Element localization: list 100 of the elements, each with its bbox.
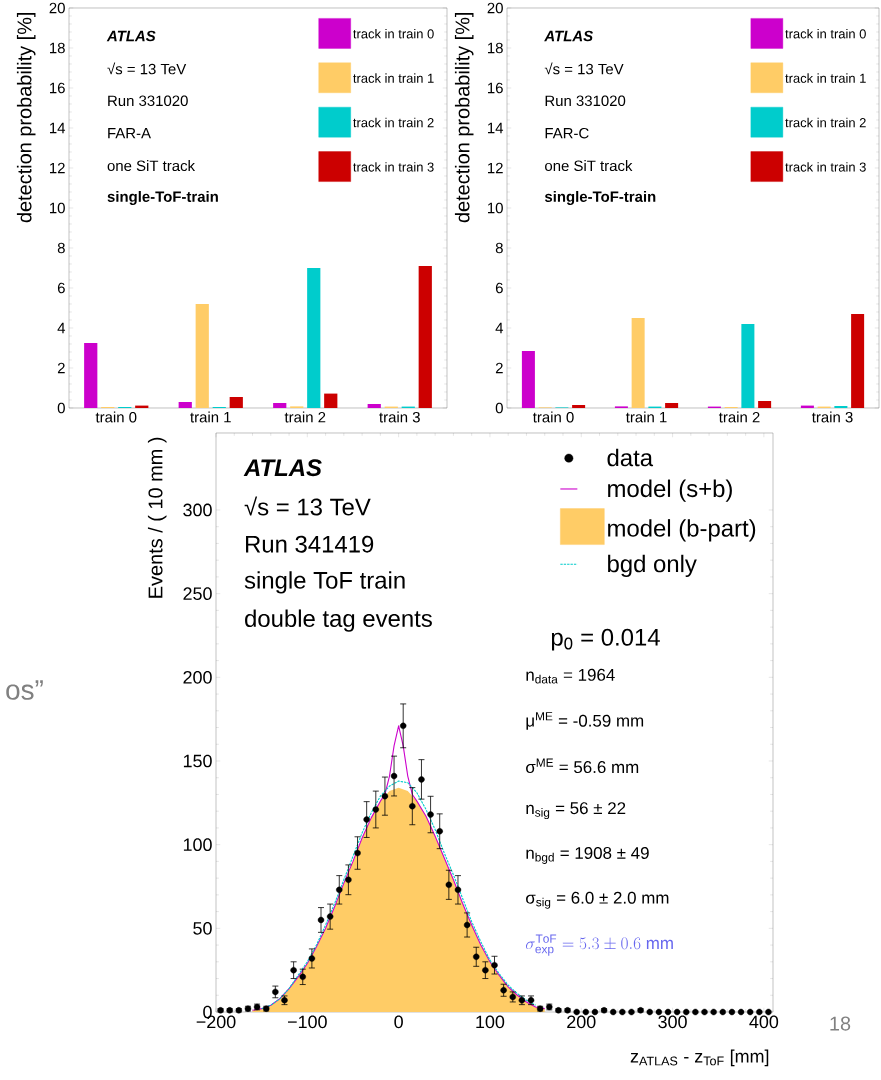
annotation: FAR-C	[545, 127, 589, 139]
x-tick-label: train 1	[625, 411, 667, 423]
legend-label: track in train 2	[785, 117, 866, 128]
y-tick-label: 250	[183, 587, 212, 600]
y-tick-label: 14	[50, 122, 66, 134]
y-tick-label: 18	[50, 42, 65, 54]
y-tick-label: 6	[495, 282, 503, 294]
annotation: n$_{data}$ = 1964	[526, 668, 615, 684]
y-axis-title: detection probability [%]	[16, 12, 36, 223]
bar	[84, 342, 98, 408]
annotation: single-ToF-train	[107, 190, 218, 205]
annotation: ATLAS	[106, 30, 156, 42]
y-tick-label: 10	[50, 202, 65, 214]
x-tick-label: train 1	[190, 411, 231, 423]
bar	[229, 396, 243, 408]
bar	[758, 400, 772, 408]
y-tick-label: 2	[57, 362, 65, 374]
annotation: √s = 13 TeV	[544, 62, 624, 75]
x-tick-label: 0	[394, 1015, 403, 1029]
y-tick-label: 20	[487, 2, 503, 14]
bar	[851, 313, 865, 408]
text: os”	[6, 680, 43, 700]
annotation: n$_{bgd}$ = 1908 ± 49	[526, 846, 649, 864]
legend-label: data	[607, 448, 654, 467]
bar	[307, 267, 321, 408]
bar	[572, 404, 586, 408]
y-tick-label: 10	[488, 202, 503, 214]
bar	[418, 265, 432, 408]
annotation: ATLAS	[544, 30, 593, 42]
y-tick-label: 20	[49, 2, 65, 14]
legend-label: track in train 0	[785, 28, 866, 39]
y-axis-title: detection probability [%]	[454, 12, 474, 223]
annotation: √s = 13 TeV	[107, 62, 187, 75]
y-tick-label: 150	[183, 754, 212, 768]
annotation: p$_{0}$ = 0.014	[551, 628, 660, 651]
annotation: Run 341419	[246, 535, 374, 553]
annotation: one SiT track	[545, 160, 633, 172]
x-tick-label: −100	[288, 1015, 327, 1029]
annotation: single-ToF-train	[544, 190, 656, 205]
bar	[665, 402, 679, 408]
bar	[178, 401, 192, 408]
y-axis-title: Events / ( 10 mm )	[147, 437, 167, 598]
annotation: one SiT track	[107, 160, 196, 172]
annotation: Run 331020	[545, 95, 626, 107]
annotation: Run 331020	[108, 95, 188, 107]
legend-label: track in train 1	[353, 73, 434, 83]
y-tick-label: 12	[50, 162, 65, 174]
bar	[273, 402, 287, 408]
y-tick-label: 300	[183, 503, 212, 517]
legend-label: track in train 3	[785, 162, 866, 172]
x-tick-label: 400	[749, 1015, 779, 1029]
annotation: FAR-A	[108, 128, 151, 139]
annotation: √s = 13 TeV	[244, 496, 371, 516]
y-tick-label: 100	[183, 838, 212, 851]
x-tick-label: train 0	[532, 411, 574, 423]
y-tick-label: 0	[57, 402, 65, 414]
annotation: σ$^{ME}$ = 56.6 mm	[526, 758, 639, 774]
bar	[834, 405, 848, 408]
annotation: $\sigma^{\mathrm{ToF}}_{\mathrm{exp}} = 5.3 \pm 0.6\ \mathrm{mm}$	[525, 934, 673, 956]
y-tick-label: 6	[57, 282, 65, 294]
bar	[521, 350, 535, 408]
legend-label: track in train 0	[353, 28, 434, 39]
annotation: single ToF train	[244, 571, 405, 594]
annotation: n$_{sig}$ = 56 ± 22	[526, 802, 626, 820]
y-tick-label: 200	[183, 670, 212, 684]
annotation: double tag events	[245, 609, 432, 632]
y-tick-label: 14	[488, 122, 504, 134]
y-tick-label: 8	[495, 242, 503, 254]
y-tick-label: 2	[495, 362, 503, 374]
bar	[741, 323, 755, 408]
x-tick-label: train 2	[718, 411, 760, 423]
x-axis-title: z$_{ATLAS}$ - z$_{ToF}$ [mm]	[630, 1049, 769, 1067]
annotation: μ$^{ME}$ = -0.59 mm	[526, 712, 644, 730]
y-tick-label: 0	[495, 402, 503, 414]
x-tick-label: 200	[567, 1015, 596, 1029]
bar	[367, 403, 381, 408]
annotation: σ$_{sig}$ = 6.0 ± 2.0 mm	[526, 891, 669, 909]
legend-label: model (s+b)	[608, 479, 732, 502]
y-tick-label: 8	[57, 242, 65, 254]
x-tick-label: train 3	[379, 411, 420, 423]
legend-label: track in train 2	[353, 117, 434, 128]
text: 18	[830, 1016, 851, 1031]
bar	[324, 393, 338, 408]
x-tick-label: train 0	[95, 411, 137, 423]
y-tick-label: 4	[57, 322, 66, 334]
x-tick-label: train 2	[284, 411, 326, 423]
bar	[631, 317, 645, 408]
y-tick-label: 16	[488, 82, 503, 94]
y-tick-label: 4	[495, 322, 504, 334]
y-tick-label: 50	[193, 921, 212, 935]
legend-label: model (b-part)	[608, 519, 756, 542]
annotation: ATLAS	[243, 459, 322, 477]
legend-label: track in train 3	[353, 162, 434, 172]
y-tick-label: 16	[50, 82, 65, 94]
bar	[195, 303, 209, 408]
y-tick-label: 12	[488, 162, 503, 174]
legend-label: track in train 1	[785, 73, 866, 83]
y-tick-label: 18	[488, 42, 503, 54]
x-tick-label: train 3	[811, 411, 853, 423]
legend-label: bgd only	[608, 554, 697, 578]
